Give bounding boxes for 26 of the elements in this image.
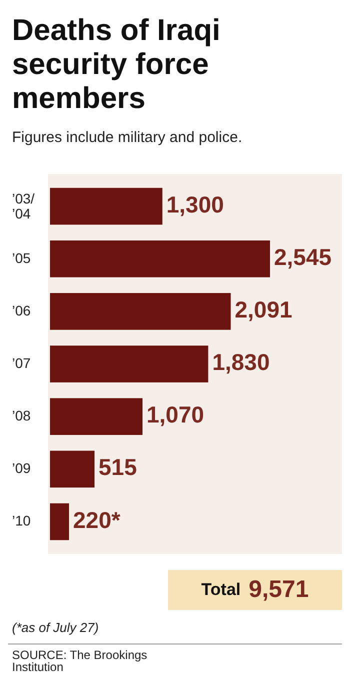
y-tick-label: ’08 [12,407,31,424]
y-tick-label: ’10 [12,512,31,528]
data-label: 1,300 [166,191,224,218]
data-label: 2,545 [274,244,332,270]
y-tick-label: ’09 [12,460,31,476]
text: Total 9,571 [201,576,309,604]
bar [50,346,208,382]
chart-title: Deaths of Iraqi security force members [12,14,220,115]
bar [50,188,162,225]
bar [50,240,270,278]
y-tick-label: ’07 [12,354,31,371]
data-label: 515 [98,454,138,480]
y-tick-label: ’03/ ’04 [12,190,35,221]
y-tick-label: ’05 [12,250,31,266]
data-label: 1,830 [212,349,270,376]
data-label: 220* [73,506,120,533]
chart-subtitle: Figures include military and police. [12,129,242,146]
data-label: 2,091 [234,296,293,323]
bar [50,398,142,435]
bar [50,503,70,540]
bar [50,293,231,330]
source-note: SOURCE: The Brookings Institution [12,648,148,674]
bar [50,450,95,488]
y-tick-label: ’06 [12,302,31,318]
data-label: 1,070 [146,402,204,428]
text: (*as of July 27) [12,620,99,635]
